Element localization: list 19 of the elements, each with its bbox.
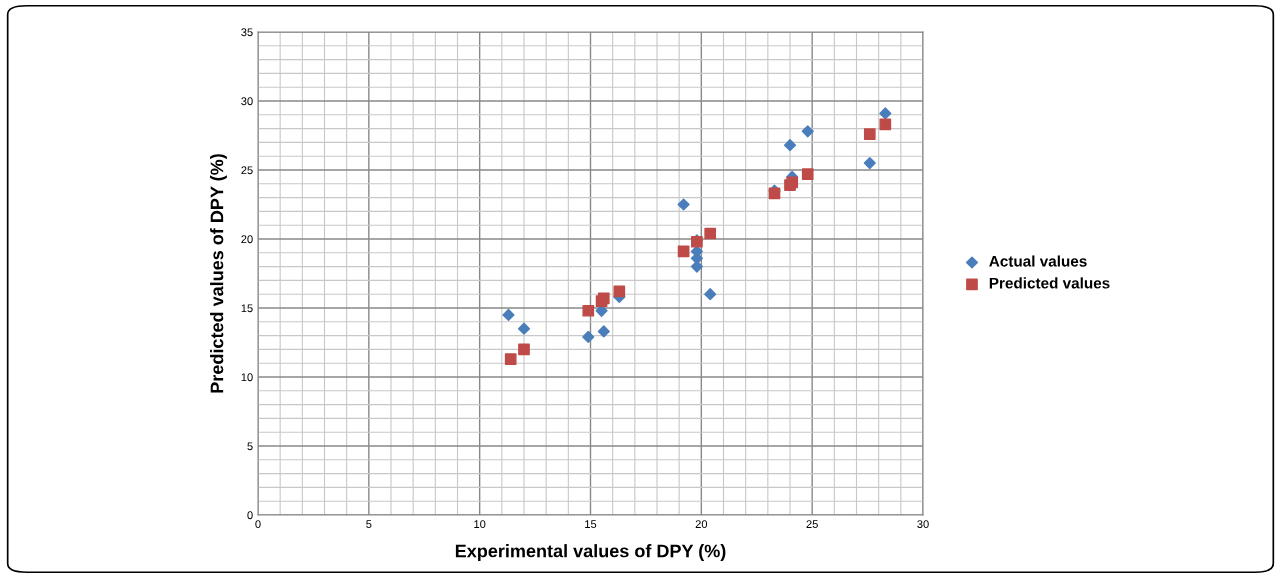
y-tick-label: 25 bbox=[241, 166, 253, 175]
legend-label: Predicted values bbox=[989, 277, 1110, 289]
x-tick-label: 30 bbox=[917, 520, 929, 529]
y-tick-label: 0 bbox=[247, 511, 253, 520]
y-tick-label: 35 bbox=[241, 28, 253, 37]
y-tick-label: 15 bbox=[241, 304, 253, 313]
y-tick-label: 10 bbox=[241, 373, 253, 382]
y-tick-label: 30 bbox=[241, 97, 253, 106]
legend-label: Actual values bbox=[989, 255, 1087, 267]
y-tick-label: 20 bbox=[241, 235, 253, 244]
x-axis-title: Experimental values of DPY (%) bbox=[455, 544, 726, 561]
x-tick-label: 10 bbox=[474, 520, 486, 529]
x-tick-label: 0 bbox=[255, 520, 261, 529]
y-tick-label: 5 bbox=[247, 442, 253, 451]
x-tick-label: 20 bbox=[695, 520, 708, 529]
x-tick-label: 5 bbox=[366, 520, 372, 529]
x-tick-label: 25 bbox=[806, 520, 818, 529]
x-tick-label: 15 bbox=[585, 520, 597, 529]
y-axis-title: Predicted values of DPY (%) bbox=[210, 154, 227, 393]
